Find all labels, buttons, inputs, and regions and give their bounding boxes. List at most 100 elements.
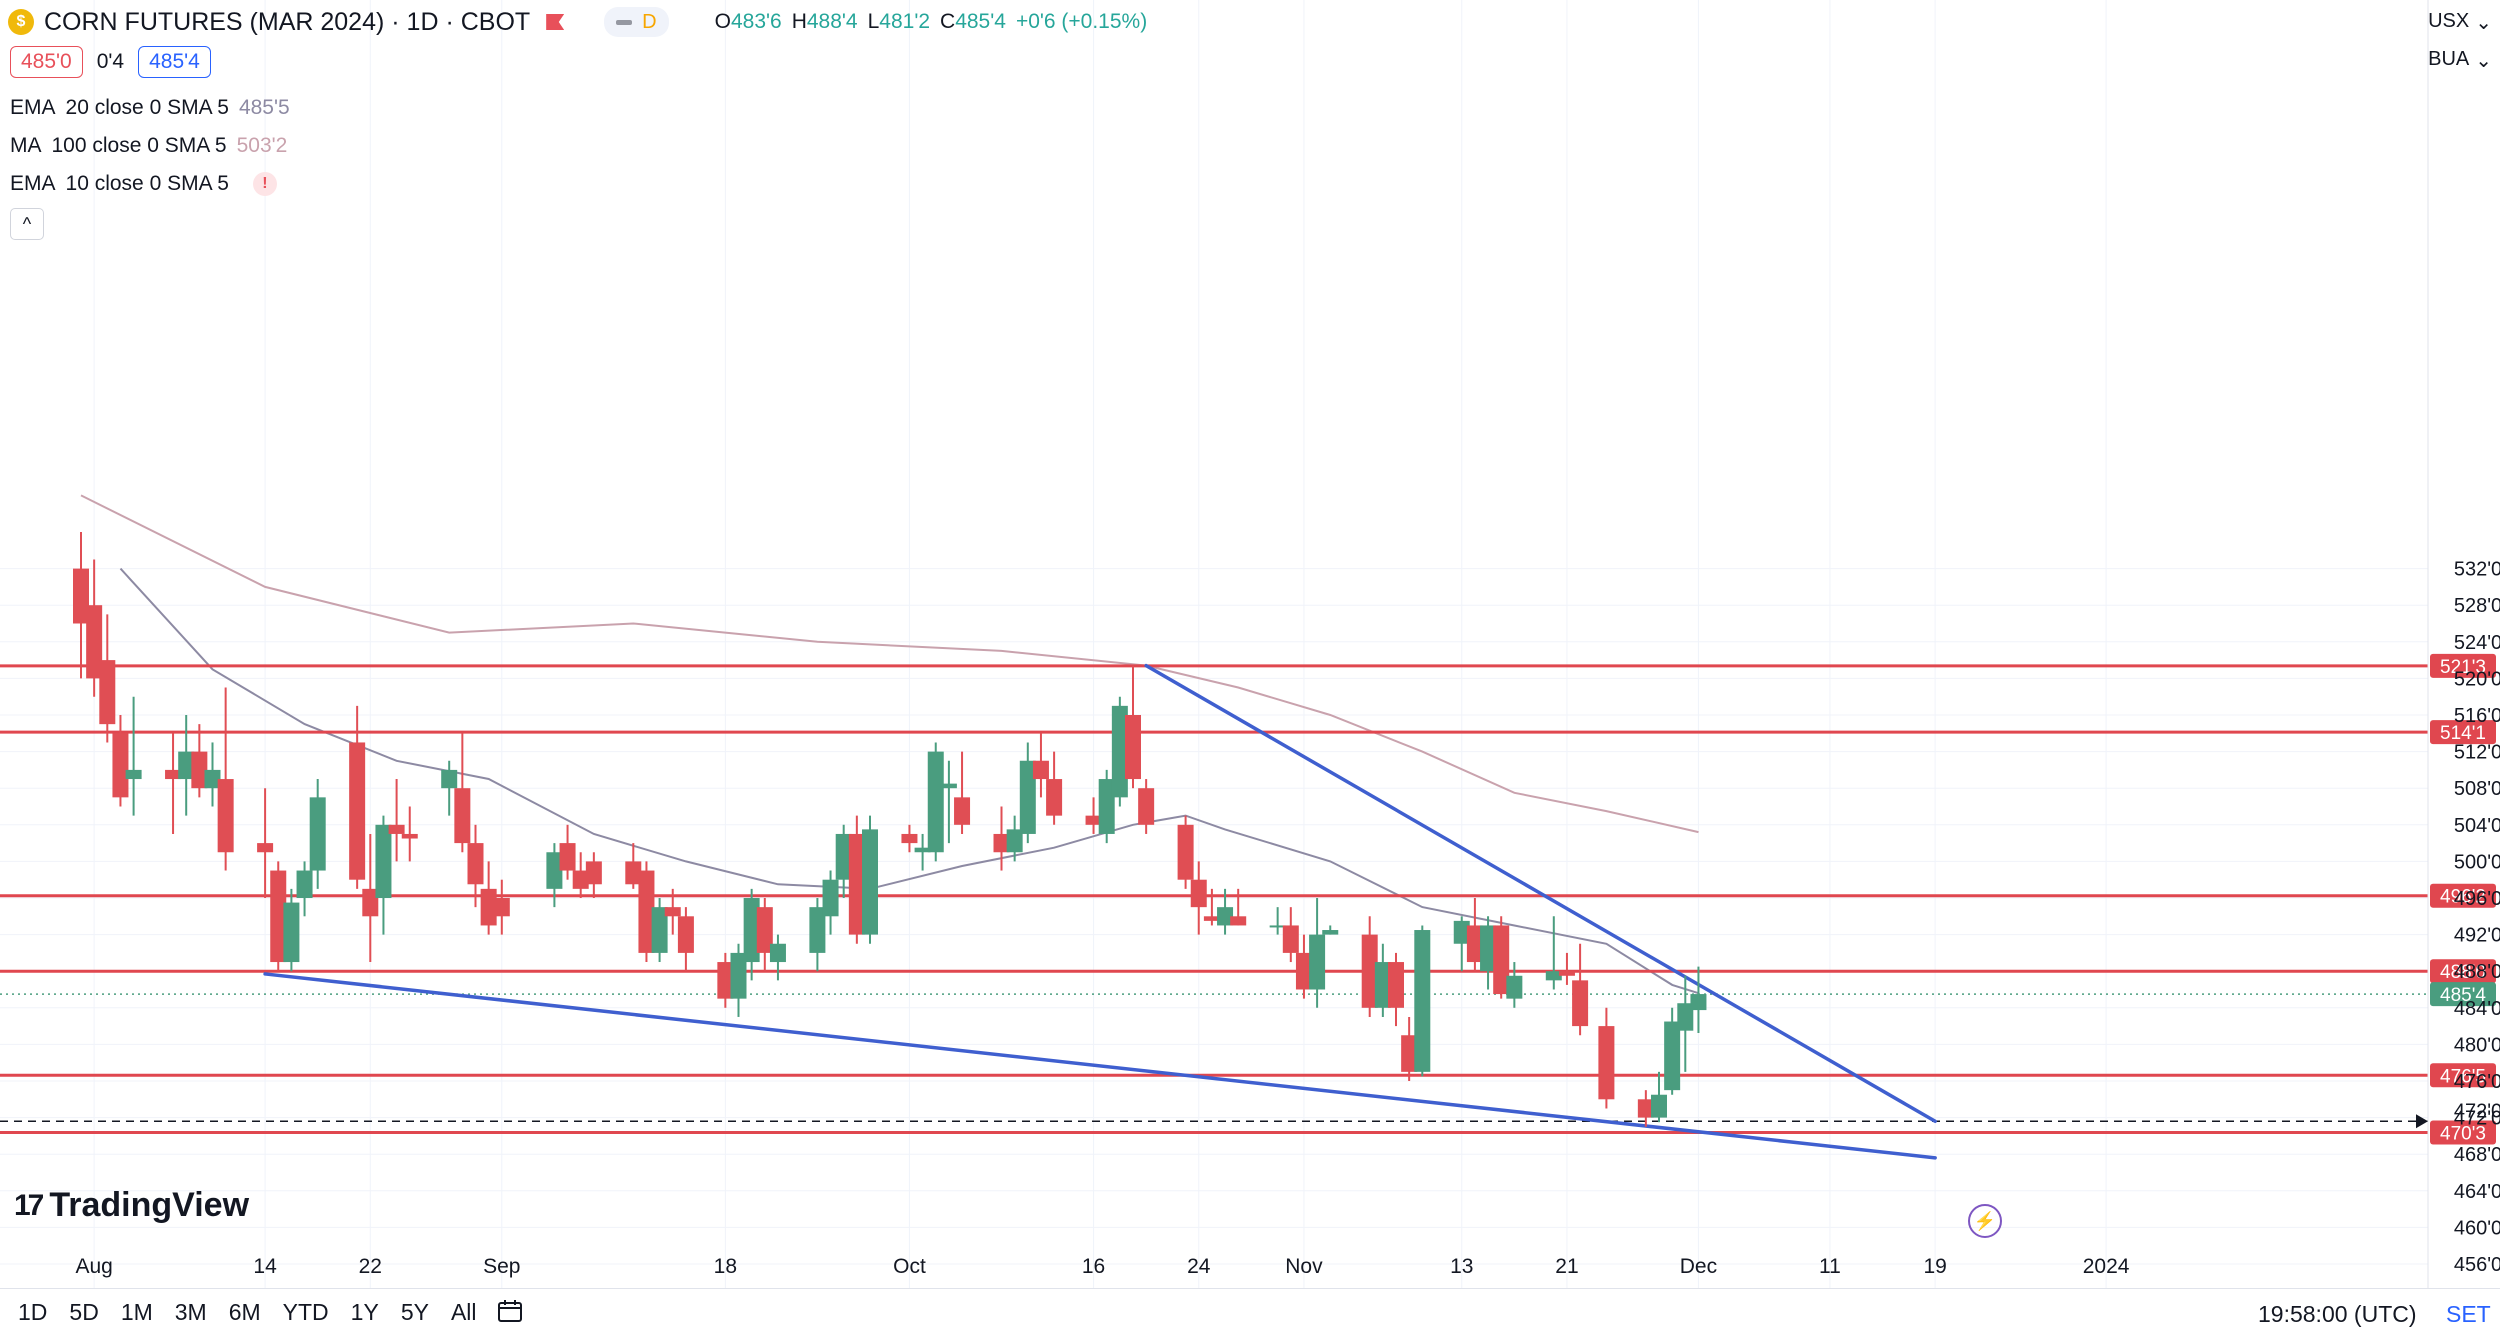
indicator-params: 10 close 0 SMA 5 bbox=[65, 172, 229, 195]
unit-dropdown[interactable]: BUA ⌄ bbox=[2428, 48, 2492, 73]
candle bbox=[270, 861, 287, 972]
candle bbox=[1637, 1090, 1654, 1127]
symbol-coin-icon: $ bbox=[8, 9, 34, 35]
y-tick-label: 504'0 bbox=[2454, 815, 2500, 837]
indicator-value: 503'2 bbox=[236, 134, 288, 157]
candle bbox=[1506, 962, 1523, 1008]
candle-body bbox=[1282, 925, 1299, 953]
candle bbox=[349, 705, 366, 889]
candle-body bbox=[375, 824, 392, 898]
crosshair-price-label: 472'0 bbox=[2454, 1100, 2500, 1122]
level-price-badge bbox=[2430, 720, 2496, 745]
candle-body bbox=[835, 833, 852, 880]
candle-body bbox=[1506, 975, 1523, 999]
candle-body bbox=[730, 952, 747, 999]
level-price-badge bbox=[2430, 883, 2496, 908]
candle-body bbox=[862, 829, 878, 935]
range-5y[interactable]: 5Y bbox=[400, 1299, 429, 1325]
trendline bbox=[263, 972, 1937, 1160]
candle bbox=[1046, 751, 1063, 825]
candle-body bbox=[1032, 760, 1049, 780]
x-tick-label: Nov bbox=[1285, 1255, 1323, 1278]
level-price-badge bbox=[2430, 653, 2496, 678]
candle-body bbox=[309, 797, 326, 871]
candle-body bbox=[1545, 971, 1562, 981]
settlement-toggle[interactable]: SET bbox=[2446, 1301, 2491, 1327]
candle-body bbox=[178, 751, 195, 780]
range-ytd[interactable]: YTD bbox=[282, 1299, 329, 1325]
ohlc-close: C485'4 bbox=[940, 10, 1006, 33]
candle-body bbox=[1677, 1003, 1694, 1031]
lightning-icon[interactable]: ⚡ bbox=[1968, 1204, 2002, 1238]
ohlc-high: H488'4 bbox=[791, 10, 858, 33]
candle bbox=[717, 952, 734, 1008]
candle-body bbox=[1177, 824, 1194, 880]
candle bbox=[1545, 916, 1562, 990]
range-all[interactable]: All bbox=[450, 1299, 477, 1325]
warning-icon[interactable]: ! bbox=[252, 172, 277, 196]
candle-body bbox=[1111, 705, 1128, 798]
candle-body bbox=[401, 833, 418, 839]
candle-body bbox=[1098, 779, 1115, 834]
candle-body bbox=[441, 769, 458, 789]
candle bbox=[86, 559, 103, 697]
candle bbox=[401, 806, 418, 862]
flag-icon[interactable] bbox=[546, 14, 565, 30]
ema20-line bbox=[119, 567, 1699, 995]
candle-body bbox=[1466, 925, 1483, 963]
candle-body bbox=[165, 769, 182, 780]
indicator-params: 100 close 0 SMA 5 bbox=[51, 134, 227, 157]
y-tick-label: 468'0 bbox=[2454, 1144, 2500, 1166]
range-1d[interactable]: 1D bbox=[18, 1299, 48, 1325]
indicator-ema10[interactable]: EMA 10 close 0 SMA 5 ! bbox=[10, 172, 277, 196]
candle bbox=[730, 943, 747, 1017]
currency-dropdown[interactable]: USX ⌄ bbox=[2428, 10, 2492, 35]
last-price-label: 485'4 bbox=[2440, 985, 2486, 1006]
range-6m[interactable]: 6M bbox=[228, 1299, 261, 1325]
indicator-name: MA bbox=[10, 134, 42, 157]
x-tick-label: 24 bbox=[1187, 1255, 1211, 1278]
range-3m[interactable]: 3M bbox=[174, 1299, 207, 1325]
calendar-icon[interactable] bbox=[496, 1297, 524, 1325]
candle-body bbox=[940, 783, 957, 789]
candle-body bbox=[1361, 934, 1378, 1008]
x-tick-label: 22 bbox=[359, 1255, 382, 1278]
ema20-path bbox=[119, 567, 1699, 995]
indicator-ema20[interactable]: EMA 20 close 0 SMA 5 485'5 bbox=[10, 96, 290, 120]
candle-body bbox=[585, 861, 602, 885]
range-1y[interactable]: 1Y bbox=[350, 1299, 379, 1325]
candle bbox=[1098, 769, 1115, 844]
candle-body bbox=[270, 870, 287, 963]
candle-body bbox=[86, 605, 103, 679]
indicator-value: 485'5 bbox=[238, 96, 290, 119]
candle-body bbox=[125, 769, 142, 780]
y-tick-label: 508'0 bbox=[2454, 778, 2500, 800]
candle bbox=[1295, 934, 1312, 999]
candle-body bbox=[954, 797, 971, 825]
x-tick-label: 2024 bbox=[2083, 1255, 2130, 1278]
x-tick-label: 14 bbox=[253, 1255, 277, 1278]
interval-pill[interactable]: D bbox=[604, 7, 669, 37]
candle bbox=[625, 843, 642, 889]
indicator-name: EMA bbox=[10, 96, 56, 119]
utc-clock[interactable]: 19:58:00 (UTC) bbox=[2258, 1301, 2417, 1327]
candle-body bbox=[901, 833, 918, 844]
indicator-ma100[interactable]: MA 100 close 0 SMA 5 503'2 bbox=[10, 134, 287, 158]
candle-body bbox=[467, 843, 484, 885]
collapse-legend-button[interactable]: ^ bbox=[10, 208, 44, 240]
symbol-title[interactable]: CORN FUTURES (MAR 2024) · 1D · CBOT bbox=[44, 7, 531, 36]
candle-body bbox=[651, 907, 668, 953]
candle bbox=[1677, 975, 1694, 1072]
buy-price-button[interactable]: 485'4 bbox=[138, 46, 211, 78]
candle-body bbox=[1453, 920, 1470, 944]
y-tick-label: 476'0 bbox=[2454, 1071, 2500, 1093]
quote-row: 485'0 0'4 485'4 bbox=[10, 46, 211, 78]
tradingview-logo[interactable]: 17 TradingView bbox=[14, 1186, 249, 1225]
range-5d[interactable]: 5D bbox=[69, 1299, 99, 1325]
candle bbox=[454, 733, 471, 853]
range-1m[interactable]: 1M bbox=[120, 1299, 153, 1325]
sell-price-button[interactable]: 485'0 bbox=[10, 46, 83, 78]
level-price-label: 514'1 bbox=[2440, 723, 2486, 744]
y-tick-label: 516'0 bbox=[2454, 705, 2500, 727]
